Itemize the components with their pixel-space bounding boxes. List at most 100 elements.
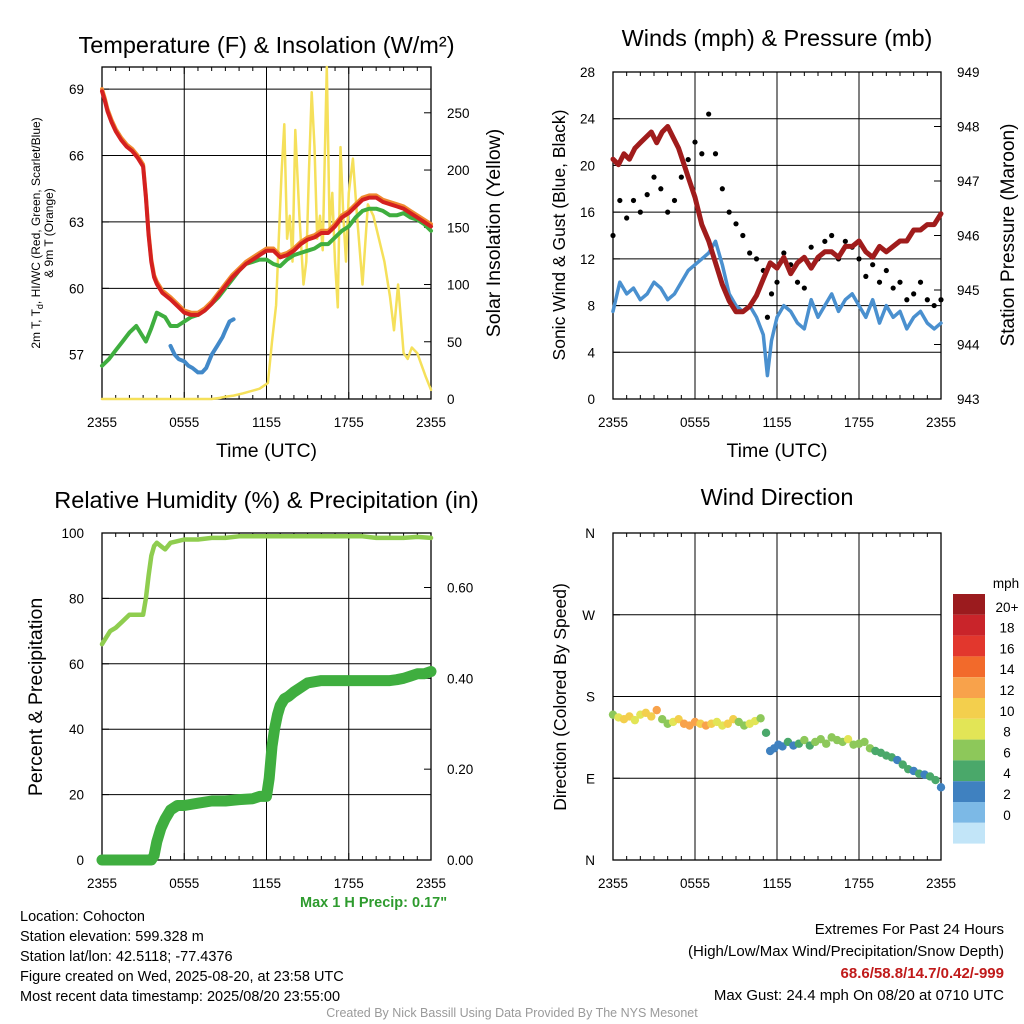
y2-tick-label: 200 [447, 163, 470, 178]
extremes-subtitle: (High/Low/Max Wind/Precipitation/Snow De… [688, 943, 1004, 960]
series-wc [168, 317, 236, 375]
temperature-panel: 2355 0555 1155 1755 2355 57 60 63 66 69 0 50 100 150 2… [29, 32, 505, 462]
gust-point [768, 291, 775, 297]
x-tick-label: 0555 [169, 876, 199, 891]
gust-point [876, 279, 883, 285]
wind-dir-point [756, 714, 765, 723]
legend-label: 12 [999, 683, 1014, 698]
x-tick-label: 1755 [334, 876, 364, 891]
x-tick-label: 2355 [926, 876, 956, 891]
gust-point [801, 285, 807, 291]
wind-dir-point [761, 728, 771, 738]
gust-point [924, 297, 930, 303]
wind-dir-point [652, 705, 661, 715]
gust-point [630, 197, 637, 204]
wind-dir-point [860, 737, 869, 747]
legend-label: 4 [1003, 766, 1011, 781]
y2-tick-label: 946 [957, 229, 980, 244]
gust-point [651, 174, 657, 180]
gust-point [822, 238, 828, 244]
x-tick-label: 1155 [762, 876, 791, 891]
y2-tick-label: 947 [957, 174, 980, 189]
y-axis-label: 2m T, Td, HI/WC (Red, Green, Scarlet/Blu… [29, 117, 56, 348]
y-tick-label: 20 [580, 158, 595, 173]
extremes-values: 68.6/58.8/14.7/0.42/-999 [840, 965, 1004, 982]
max-precip-label: Max 1 H Precip: 0.17" [300, 895, 448, 911]
station-elevation: Station elevation: 599.328 m [20, 929, 204, 945]
speed-colorbar: mph 20+ 18 16 14 12 10 8 6 4 2 0 [953, 576, 1019, 844]
chart-title: Winds (mph) & Pressure (mb) [622, 25, 933, 51]
series-wind [611, 239, 943, 378]
y-tick-label: 100 [61, 526, 84, 541]
gust-point [658, 186, 664, 192]
x-axis-label: Time (UTC) [726, 440, 827, 462]
y2-tick-label: 0.20 [447, 762, 473, 777]
figure-created: Figure created on Wed, 2025-08-20, at 23… [20, 969, 344, 985]
legend-swatch [953, 635, 985, 657]
series-precip [96, 666, 437, 866]
x-tick-label: 1155 [252, 876, 281, 891]
legend-swatch [953, 802, 985, 823]
y-axis-label: Direction (Colored By Speed) [550, 583, 570, 811]
chart-title: Temperature (F) & Insolation (W/m²) [78, 32, 454, 58]
y2-tick-label: 0.60 [447, 581, 473, 596]
gust-point [692, 139, 698, 145]
gust-point [671, 197, 678, 204]
series-solar [100, 65, 433, 401]
legend-title: mph [993, 576, 1019, 591]
gust-point [665, 209, 671, 215]
y-tick-label: 20 [69, 788, 84, 803]
x-tick-label: 0555 [680, 876, 710, 891]
x-tick-label: 2355 [598, 876, 628, 891]
gust-point [644, 192, 650, 198]
gust-point [637, 209, 643, 215]
y-tick-label: 0 [587, 392, 595, 407]
y-tick-label: 60 [69, 657, 84, 672]
x-tick-label: 2355 [87, 415, 117, 430]
y-tick-label: S [586, 690, 595, 705]
gust-point [726, 209, 732, 215]
y-tick-label: 40 [69, 722, 84, 737]
chart-title: Wind Direction [701, 484, 854, 510]
gust-point [719, 186, 725, 192]
x-tick-label: 1155 [252, 415, 281, 430]
recent-timestamp: Most recent data timestamp: 2025/08/20 2… [20, 989, 341, 1005]
y-tick-label: 0 [76, 853, 84, 868]
gust-point [890, 285, 896, 291]
legend-label: 18 [999, 621, 1014, 636]
extremes-box: Extremes For Past 24 Hours (High/Low/Max… [688, 919, 1004, 1007]
y2-tick-label: 100 [447, 278, 470, 293]
x-tick-label: 2355 [416, 415, 446, 430]
wind-dir-point [936, 783, 946, 792]
y2-tick-label: 0.00 [447, 853, 473, 868]
gust-point [678, 174, 684, 180]
gust-point [863, 273, 869, 279]
y-tick-label: 8 [587, 299, 595, 314]
legend-label: 14 [999, 662, 1015, 677]
wind-pressure-panel: 2355 0555 1155 1755 235504812162024289439449… [549, 25, 1019, 462]
series-td [100, 206, 433, 368]
x-tick-label: 1755 [334, 415, 364, 430]
legend-label: 8 [1003, 725, 1011, 740]
y-axis-label: Sonic Wind & Gust (Blue, Black) [549, 110, 569, 361]
wind-dir-point [931, 775, 940, 785]
y2-axis-label: Solar Insolation (Yellow) [483, 129, 505, 337]
gust-point [917, 279, 924, 285]
x-axis-label: Time (UTC) [216, 440, 317, 462]
y2-tick-label: 945 [957, 283, 980, 298]
x-tick-label: 1755 [844, 876, 874, 891]
gust-point [931, 302, 937, 309]
y-tick-label: 57 [69, 348, 84, 363]
x-tick-label: 0555 [680, 415, 710, 430]
wind-dir-point [647, 712, 656, 721]
legend-swatch [953, 677, 985, 698]
gust-point [740, 232, 746, 239]
y-tick-label: 28 [580, 65, 595, 80]
y-tick-label: N [585, 853, 595, 868]
legend-swatch [953, 614, 985, 636]
x-tick-label: 2355 [926, 415, 956, 430]
y-tick-label: 60 [69, 281, 84, 296]
gust-point [829, 232, 835, 239]
y-tick-label: 80 [69, 591, 84, 606]
gust-point [897, 279, 903, 285]
